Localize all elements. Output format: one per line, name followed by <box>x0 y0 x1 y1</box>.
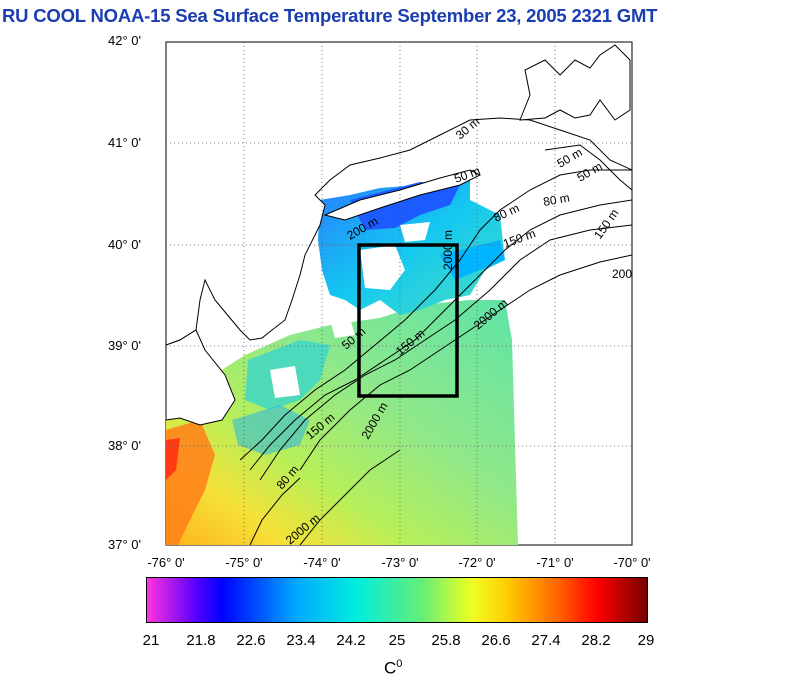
contour-ne <box>544 144 632 191</box>
latitude-label: 39° 0' <box>108 338 141 353</box>
latitude-label: 41° 0' <box>108 135 141 150</box>
unit-superscript: 0 <box>396 658 403 670</box>
colorbar-tick-label: 27.4 <box>531 632 561 649</box>
longitude-label: -71° 0' <box>536 555 574 570</box>
longitude-label: -72° 0' <box>458 555 496 570</box>
colorbar-tick-label: 21 <box>142 632 160 649</box>
longitude-label: -70° 0' <box>613 555 651 570</box>
cloud-gap <box>400 222 430 242</box>
contour-150m <box>259 224 632 481</box>
colorbar-frame <box>146 577 648 623</box>
unit-base: C <box>384 658 397 678</box>
latitude-label: 40° 0' <box>108 237 141 252</box>
contour-label: 200 <box>612 267 632 281</box>
longitude-label: -74° 0' <box>303 555 341 570</box>
colorbar-tick-label: 23.4 <box>286 632 316 649</box>
longitude-label: -76° 0' <box>147 555 185 570</box>
contour-south <box>249 477 301 545</box>
colorbar-unit: C0 <box>384 658 402 679</box>
longitude-label: -75° 0' <box>225 555 263 570</box>
hot-spot <box>166 438 180 480</box>
land-mass <box>166 42 632 346</box>
contour-50m <box>239 169 632 461</box>
colorbar-tick-label: 29 <box>637 632 655 649</box>
latitude-label: 37° 0' <box>108 537 141 552</box>
colorbar-gradient <box>147 578 647 622</box>
cloud-gap <box>330 318 355 338</box>
cloud-gap <box>270 366 300 398</box>
contour-south-2000 <box>299 449 401 545</box>
study-area-box <box>357 243 459 398</box>
contour-label: 2000 m <box>441 230 455 270</box>
colorbar-tick-label: 26.6 <box>481 632 511 649</box>
colorbar-tick-label: 25 <box>388 632 406 649</box>
long-island <box>323 169 482 221</box>
new-england-coast <box>519 44 631 121</box>
contour-80m <box>249 199 632 471</box>
colorbar-tick-label: 24.2 <box>336 632 366 649</box>
delmarva-land <box>166 329 236 426</box>
cloud-gap <box>360 245 405 290</box>
latitude-label: 42° 0' <box>108 33 141 48</box>
latitude-label: 38° 0' <box>108 438 141 453</box>
cold-patch <box>350 182 460 230</box>
colorbar-tick-label: 22.6 <box>236 632 266 649</box>
longitude-label: -73° 0' <box>381 555 419 570</box>
contour-2000m <box>299 254 632 471</box>
colorbar-tick-label: 28.2 <box>581 632 611 649</box>
colorbar-tick-label: 25.8 <box>431 632 461 649</box>
map-title: RU COOL NOAA-15 Sea Surface Temperature … <box>2 5 658 26</box>
contour-label: 80 m <box>542 191 571 209</box>
colorbar-tick-label: 21.8 <box>186 632 216 649</box>
